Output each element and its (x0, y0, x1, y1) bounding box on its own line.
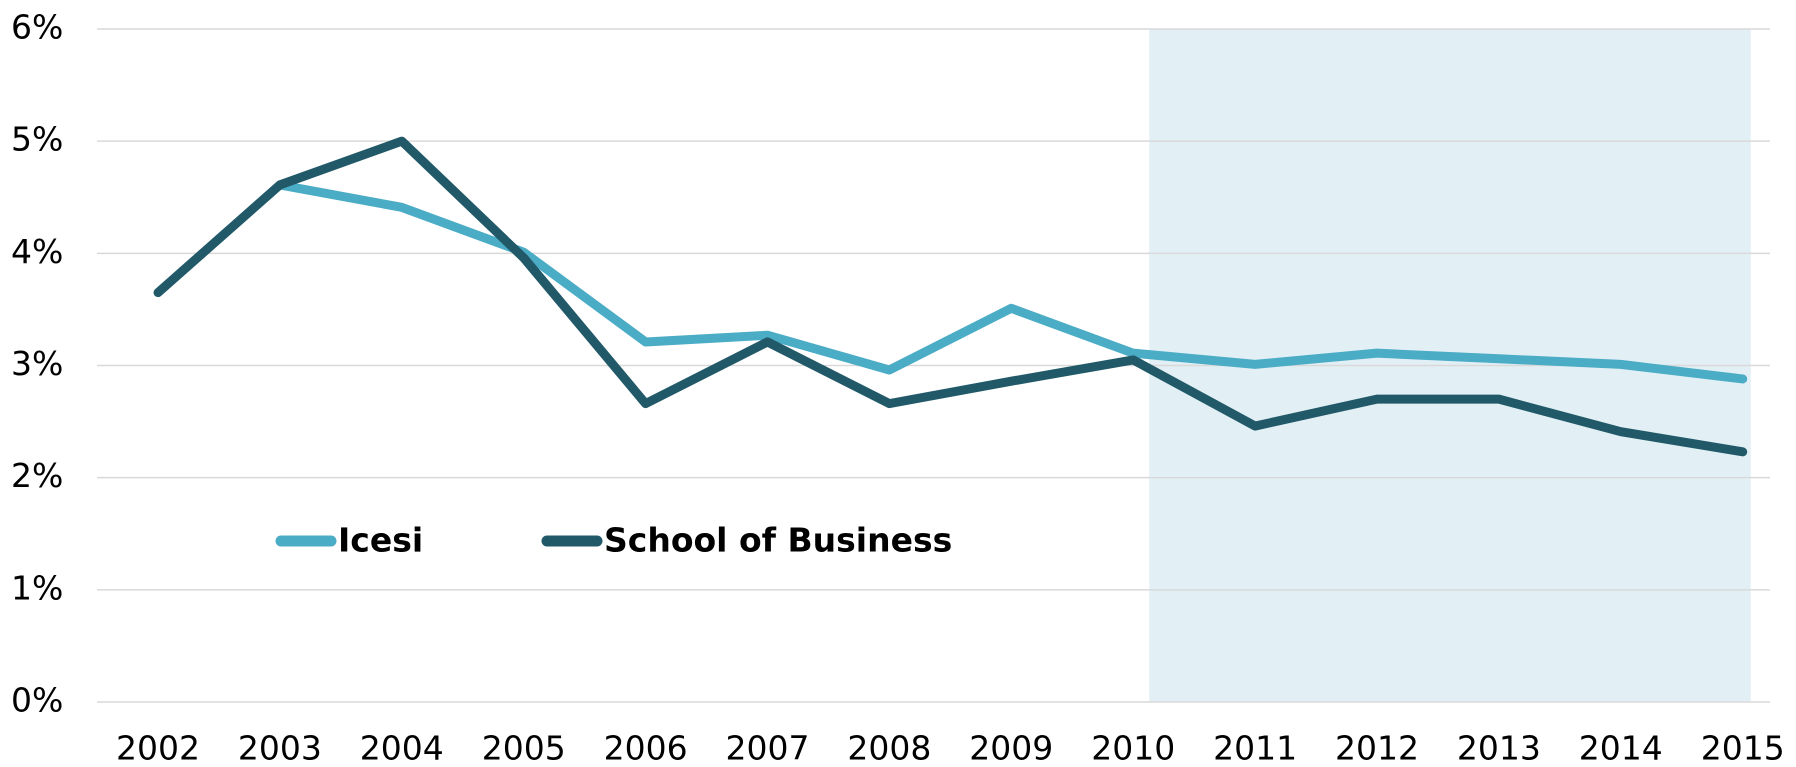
x-tick-label: 2010 (1091, 729, 1175, 767)
x-tick-label: 2009 (969, 729, 1053, 767)
legend-label: School of Business (604, 521, 952, 560)
y-tick-label: 3% (11, 344, 63, 383)
x-tick-label: 2002 (116, 729, 200, 767)
legend-label: Icesi (338, 521, 423, 560)
x-tick-label: 2013 (1457, 729, 1541, 767)
y-tick-label: 4% (11, 232, 63, 271)
series-line (153, 136, 1748, 457)
y-tick-label: 0% (11, 681, 63, 720)
y-tick-label: 1% (11, 568, 63, 607)
x-tick-label: 2014 (1579, 729, 1663, 767)
x-tick-label: 2008 (847, 729, 931, 767)
x-tick-label: 2012 (1335, 729, 1419, 767)
y-tick-label: 2% (11, 456, 63, 495)
x-tick-label: 2011 (1213, 729, 1297, 767)
x-tick-label: 2003 (238, 729, 322, 767)
x-tick-label: 2015 (1701, 729, 1785, 767)
y-tick-label: 6% (11, 8, 63, 47)
x-tick-label: 2007 (726, 729, 810, 767)
x-tick-label: 2005 (482, 729, 566, 767)
x-tick-label: 2006 (604, 729, 688, 767)
y-tick-label: 5% (11, 120, 63, 159)
x-tick-label: 2004 (360, 729, 444, 767)
